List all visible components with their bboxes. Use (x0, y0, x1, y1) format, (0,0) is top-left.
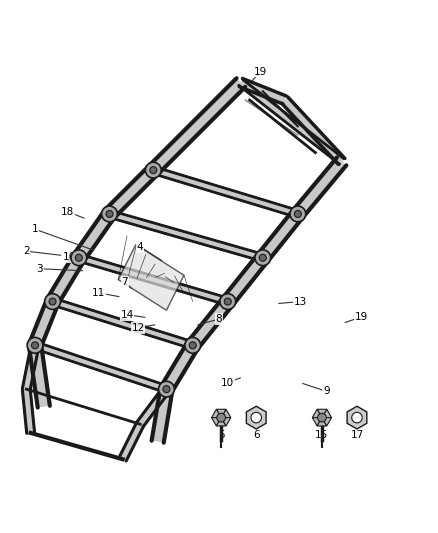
Text: 4: 4 (137, 242, 144, 252)
Text: 15: 15 (315, 430, 328, 440)
Circle shape (159, 381, 174, 397)
Circle shape (106, 211, 113, 217)
Polygon shape (317, 409, 327, 418)
Polygon shape (312, 409, 322, 418)
Text: 6: 6 (253, 430, 260, 440)
Text: 16: 16 (63, 252, 76, 262)
Circle shape (259, 254, 266, 261)
Circle shape (352, 413, 362, 423)
Text: 5: 5 (218, 430, 225, 440)
Polygon shape (212, 409, 221, 418)
Polygon shape (152, 388, 173, 443)
Text: 11: 11 (92, 288, 105, 298)
Polygon shape (78, 254, 229, 305)
Polygon shape (221, 409, 231, 418)
Circle shape (163, 386, 170, 393)
Polygon shape (109, 211, 264, 261)
Circle shape (32, 342, 39, 349)
Text: 3: 3 (36, 264, 43, 273)
Polygon shape (52, 298, 194, 349)
Text: 9: 9 (323, 386, 330, 397)
Polygon shape (149, 78, 245, 174)
Circle shape (71, 250, 87, 265)
Text: 12: 12 (131, 323, 145, 333)
Polygon shape (137, 387, 170, 426)
Polygon shape (258, 210, 303, 262)
Circle shape (189, 342, 196, 349)
Polygon shape (322, 418, 332, 426)
Circle shape (220, 294, 236, 310)
Circle shape (217, 413, 226, 422)
Polygon shape (317, 418, 327, 426)
Circle shape (102, 206, 117, 222)
Polygon shape (29, 299, 58, 348)
Circle shape (290, 206, 306, 222)
Text: 18: 18 (61, 207, 74, 217)
Text: 17: 17 (350, 430, 364, 440)
Text: 19: 19 (254, 67, 267, 77)
Polygon shape (34, 342, 168, 392)
Text: 14: 14 (120, 310, 134, 320)
Polygon shape (239, 78, 286, 104)
Circle shape (145, 162, 161, 178)
Polygon shape (152, 167, 299, 217)
Circle shape (45, 294, 60, 310)
Text: 2: 2 (23, 246, 30, 256)
Polygon shape (293, 157, 346, 218)
Circle shape (150, 167, 157, 174)
Polygon shape (22, 344, 39, 390)
Text: 1: 1 (32, 224, 39, 235)
Polygon shape (105, 166, 158, 219)
Circle shape (318, 413, 326, 422)
Polygon shape (22, 389, 35, 433)
Polygon shape (322, 409, 332, 418)
Polygon shape (47, 255, 84, 305)
Circle shape (185, 337, 201, 353)
Text: 7: 7 (121, 277, 128, 287)
Text: 8: 8 (215, 314, 223, 324)
Text: 19: 19 (355, 312, 368, 322)
Polygon shape (161, 342, 198, 392)
Polygon shape (223, 254, 268, 305)
Polygon shape (29, 344, 50, 408)
Polygon shape (347, 406, 367, 429)
Polygon shape (119, 423, 144, 461)
Polygon shape (282, 97, 345, 164)
Circle shape (255, 250, 271, 265)
Circle shape (251, 413, 261, 423)
Circle shape (75, 254, 82, 261)
Polygon shape (239, 80, 344, 164)
Polygon shape (221, 418, 231, 426)
Polygon shape (312, 418, 322, 426)
Polygon shape (212, 418, 221, 426)
Circle shape (224, 298, 231, 305)
Polygon shape (246, 406, 266, 429)
Circle shape (49, 298, 56, 305)
Polygon shape (74, 211, 114, 261)
Circle shape (294, 211, 301, 217)
Polygon shape (216, 409, 226, 418)
Text: 13: 13 (293, 296, 307, 306)
Polygon shape (188, 298, 233, 349)
Circle shape (27, 337, 43, 353)
Polygon shape (118, 245, 184, 310)
Text: 10: 10 (221, 377, 234, 387)
Polygon shape (216, 418, 226, 426)
